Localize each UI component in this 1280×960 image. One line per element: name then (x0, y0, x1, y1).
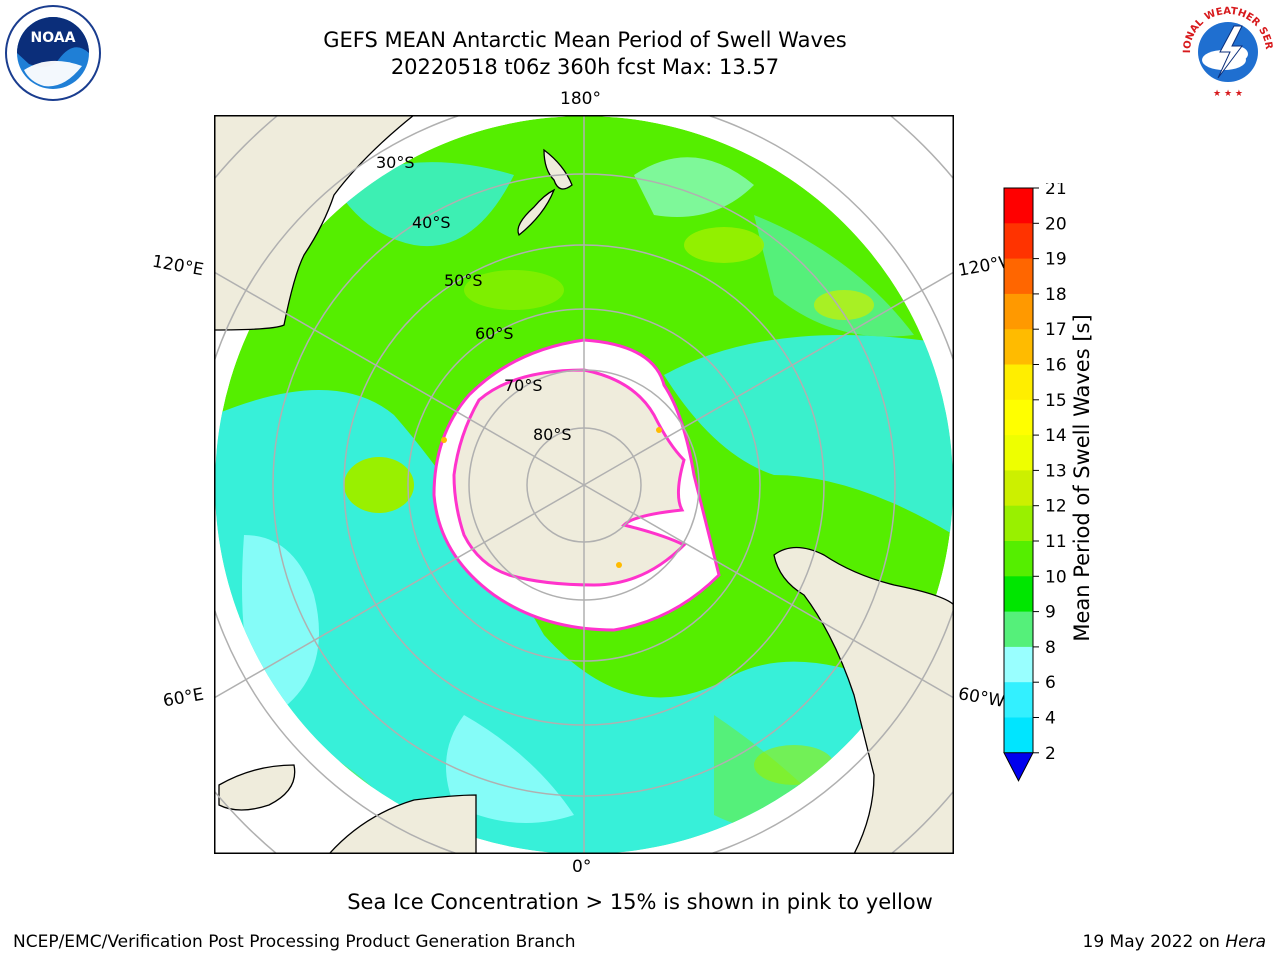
colorbar-cell (1004, 576, 1033, 613)
footer-date: 19 May 2022 on Hera (1083, 932, 1267, 952)
colorbar-tick-label: 16 (1045, 356, 1067, 376)
colorbar-cell (1004, 717, 1033, 754)
colorbar-tick-label: 8 (1045, 638, 1056, 658)
colorbar-tick-label: 4 (1045, 709, 1056, 729)
colorbar-cell (1004, 364, 1033, 401)
colorbar-tick-label: 14 (1045, 426, 1067, 446)
colorbar-tick-label: 10 (1045, 567, 1067, 587)
lon-label-60e: 60°E (161, 684, 206, 712)
colorbar-cell (1004, 399, 1033, 436)
colorbar-cell (1004, 682, 1033, 718)
footer-host: Hera (1225, 932, 1266, 952)
colorbar-tick-label: 9 (1045, 603, 1056, 623)
sea-ice (432, 338, 721, 632)
colorbar-cell (1004, 258, 1033, 295)
colorbar-cell (1004, 611, 1033, 648)
colorbar-tick-label: 17 (1045, 320, 1067, 340)
lat-label-40s: 40°S (412, 213, 451, 232)
sea-ice-caption: Sea Ice Concentration > 15% is shown in … (347, 890, 933, 914)
colorbar-cell (1004, 505, 1033, 542)
lat-label-80s: 80°S (533, 425, 572, 444)
land-masses (214, 115, 954, 854)
colorbar-tick-label: 15 (1045, 391, 1067, 411)
colorbar-cell (1004, 329, 1033, 365)
colorbar-tick-label: 18 (1045, 285, 1067, 305)
lon-label-180: 180° (560, 89, 601, 109)
noaa-logo: NOAA (5, 5, 101, 101)
svg-text:★ ★ ★: ★ ★ ★ (1213, 89, 1243, 99)
lat-label-70s: 70°S (504, 376, 543, 395)
colorbar-tick-label: 6 (1045, 673, 1056, 693)
footer-date-text: 19 May 2022 on (1082, 932, 1226, 952)
colorbar-tick-label: 20 (1045, 214, 1067, 234)
colorbar-tick-label: 12 (1045, 497, 1067, 517)
nws-logo: NATIONAL WEATHER SERVICE ★ ★ ★ (1178, 2, 1276, 100)
colorbar-cell (1004, 646, 1033, 683)
map-canvas (103, 4, 1065, 960)
colorbar-tick-label: 11 (1045, 532, 1067, 552)
colorbar-cell (1004, 188, 1033, 224)
colorbar-cell (1004, 541, 1033, 577)
colorbar-label: Mean Period of Swell Waves [s] (1070, 314, 1094, 642)
colorbar-tick-label: 13 (1045, 461, 1067, 481)
polar-map: 30°S 40°S 50°S 60°S 70°S 80°S (103, 4, 1065, 960)
lon-label-120e: 120°E (150, 251, 206, 281)
colorbar-tick-label: 19 (1045, 250, 1067, 270)
colorbar-cell (1004, 470, 1033, 507)
noaa-logo-text: NOAA (31, 30, 76, 46)
map-frame (214, 115, 954, 854)
colorbar-cell (1004, 435, 1033, 471)
map-title: GEFS MEAN Antarctic Mean Period of Swell… (323, 28, 847, 52)
colorbar-extend (1003, 752, 1034, 782)
lon-grid (213, 115, 955, 854)
lat-label-30s: 30°S (376, 153, 415, 172)
colorbar-cell (1004, 293, 1033, 330)
colorbar-cell (1004, 223, 1033, 260)
footer-credit: NCEP/EMC/Verification Post Processing Pr… (13, 932, 576, 952)
lon-label-0: 0° (572, 857, 592, 877)
colorbar-tick-label: 2 (1045, 744, 1056, 764)
lat-label-60s: 60°S (475, 324, 514, 343)
colorbar-tick-label: 21 (1045, 183, 1067, 199)
colorbar: 21 20 19 18 17 16 15 14 13 12 11 10 9 8 6 4 2 (1003, 183, 1067, 782)
map-subtitle: 20220518 t06z 360h fcst Max: 13.57 (390, 55, 780, 79)
lat-label-50s: 50°S (444, 271, 483, 290)
